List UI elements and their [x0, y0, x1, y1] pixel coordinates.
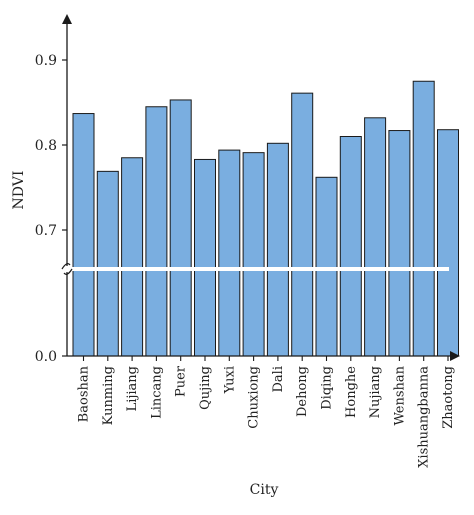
x-tick-label: Lijiang	[125, 366, 140, 411]
bar-zhaotong	[437, 129, 459, 357]
bar-dehong	[291, 92, 314, 357]
x-tick-label: Xishuangbanna	[417, 366, 432, 468]
x-axis-label: City	[250, 482, 279, 498]
x-tick-label: Dehong	[295, 366, 310, 417]
bar-nujiang	[364, 117, 387, 357]
x-tick-label: Chuxiong	[247, 366, 262, 429]
x-tick-label: Baoshan	[77, 365, 92, 422]
bar-qujing	[194, 158, 216, 357]
bar-honghe	[339, 136, 362, 357]
bar-puer	[169, 99, 192, 357]
y-axis-label: NDVI	[11, 171, 27, 210]
x-tick-label: Puer	[174, 365, 189, 397]
axes-layer	[61, 14, 460, 361]
bar-dali	[266, 142, 289, 357]
bar-wenshan	[388, 130, 411, 357]
axis-break-band	[59, 267, 449, 271]
x-tick-label: Zhaotong	[441, 366, 456, 429]
labels-layer: 0.0 0.7 0.8 0.9 Baoshan Kunming Lijiang Lincang…	[35, 53, 456, 468]
axis-break-mark-bottom	[63, 268, 73, 275]
bar-yuxi	[218, 149, 241, 357]
y-tick-label: 0.7	[35, 223, 57, 239]
x-tick-label: Qujing	[198, 366, 213, 410]
bar-baoshan	[72, 113, 95, 357]
axis-break-mark-top	[61, 263, 71, 270]
x-tick-label: Wenshan	[392, 365, 407, 425]
y-tick-label: 0.9	[35, 53, 57, 69]
bar-lincang	[145, 106, 168, 357]
y-tick-label: 0.8	[35, 138, 57, 154]
bars-layer	[59, 80, 459, 357]
y-tick-label: 0.0	[35, 349, 57, 365]
x-tick-label: Honghe	[344, 366, 359, 418]
x-axis-arrow	[450, 351, 460, 361]
x-tick-label: Diqing	[320, 366, 335, 410]
x-tick-label: Nujiang	[368, 366, 383, 418]
bar-kunming	[96, 170, 119, 357]
bar-lijiang	[121, 157, 144, 357]
x-tick-label: Yuxi	[222, 366, 237, 394]
y-axis-arrow	[62, 14, 72, 24]
x-tick-label: Dali	[271, 366, 286, 393]
x-tick-label: Kunming	[101, 366, 116, 425]
bar-chuxiong	[242, 152, 265, 357]
bar-diqing	[315, 176, 338, 357]
bar-xishuangbanna	[412, 80, 435, 357]
x-tick-label: Lincang	[149, 366, 164, 419]
